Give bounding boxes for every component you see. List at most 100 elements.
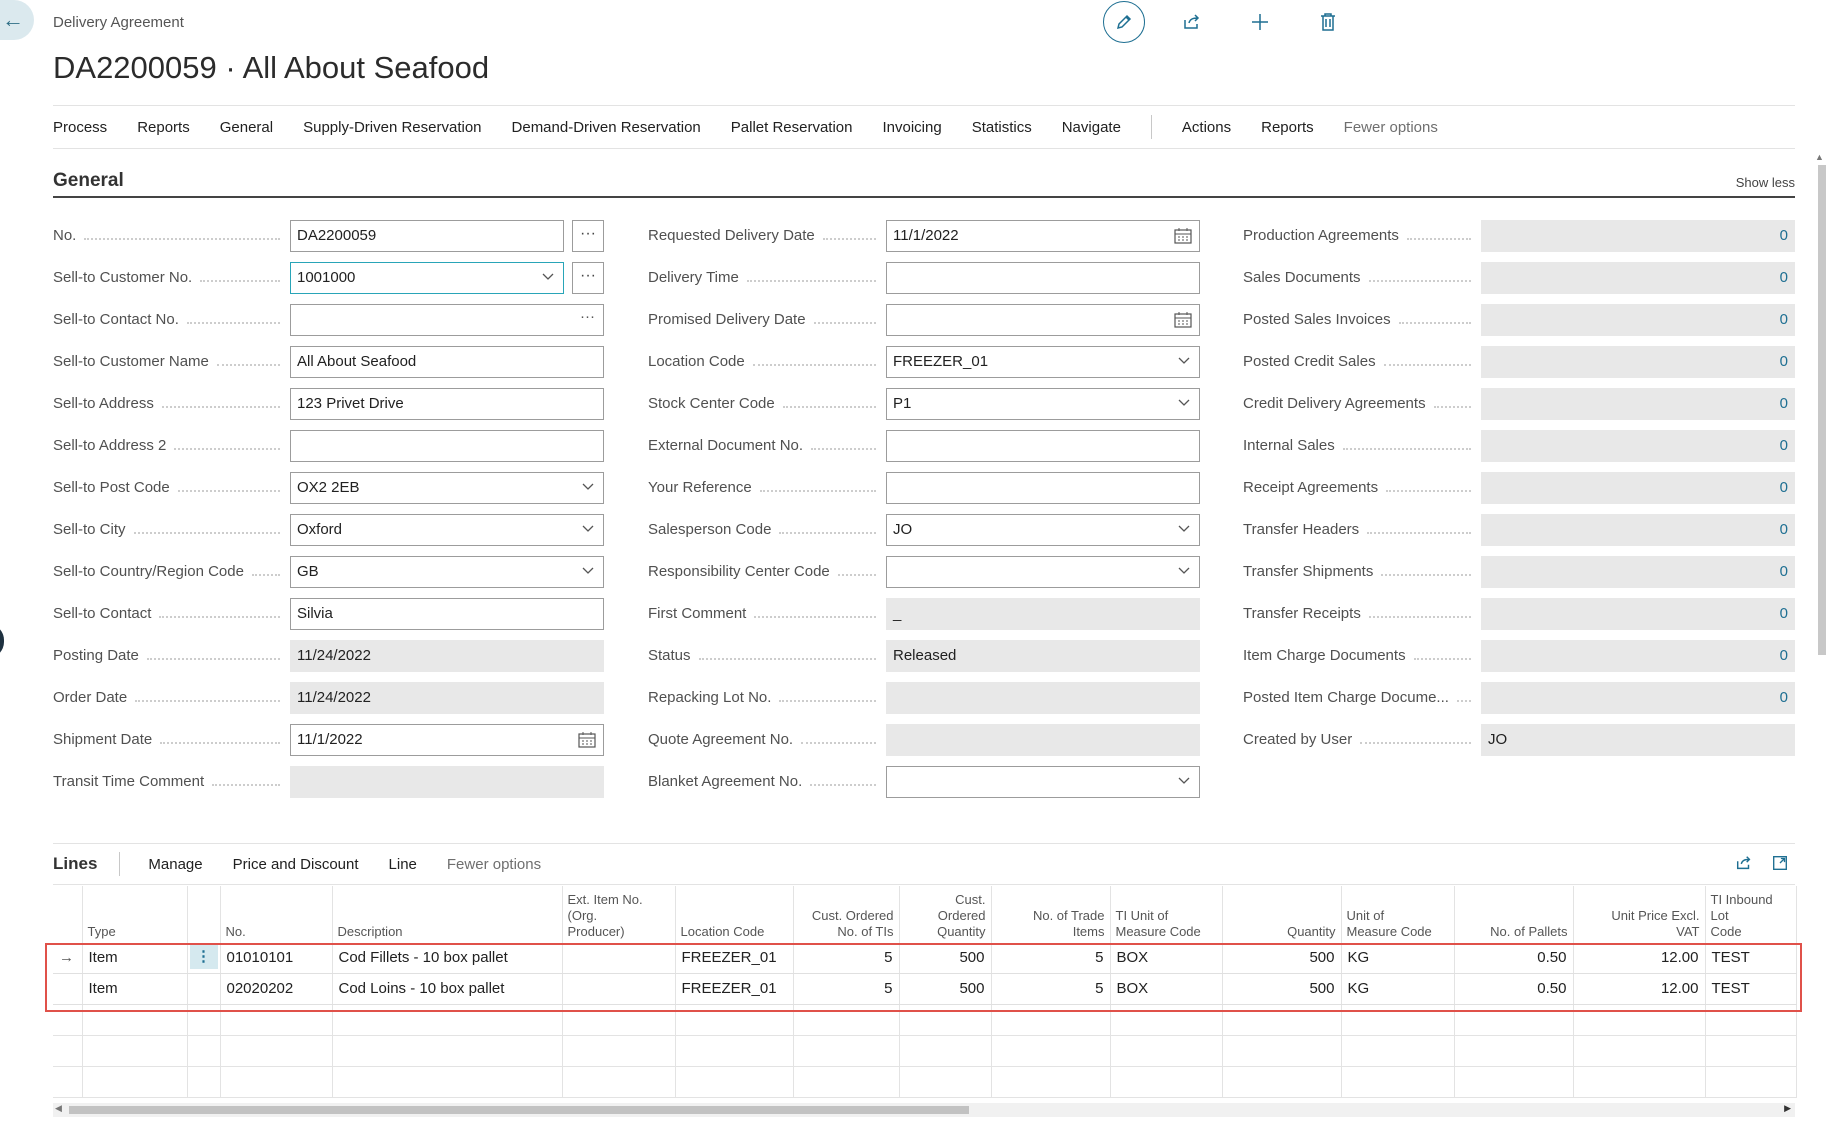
field-input[interactable]: 0 bbox=[1481, 472, 1795, 504]
empty-cell[interactable] bbox=[187, 1004, 221, 1036]
table-row[interactable]: → Item ⋮ 01010101 Cod Fillets - 10 box palle… bbox=[53, 942, 1797, 974]
empty-cell[interactable] bbox=[1222, 1066, 1342, 1098]
empty-cell[interactable] bbox=[82, 1066, 188, 1098]
cell-lot-code[interactable]: TEST bbox=[1705, 973, 1797, 1005]
field-input[interactable]: OX2 2EB bbox=[290, 472, 604, 504]
field-input[interactable]: 0 bbox=[1481, 220, 1795, 252]
cell-ti-uom[interactable]: BOX bbox=[1110, 942, 1223, 974]
lines-manage[interactable]: Manage bbox=[148, 855, 203, 873]
empty-cell[interactable] bbox=[82, 1035, 188, 1067]
column-header[interactable]: No. bbox=[220, 886, 333, 942]
cell-cust-ordered-qty[interactable]: 500 bbox=[899, 942, 992, 974]
row-actions[interactable]: ⋮ bbox=[187, 942, 221, 974]
field-input[interactable]: 0 bbox=[1481, 304, 1795, 336]
empty-cell[interactable] bbox=[53, 1004, 83, 1036]
general-section-title[interactable]: General bbox=[53, 170, 124, 191]
calendar-icon[interactable] bbox=[1174, 312, 1192, 328]
empty-cell[interactable] bbox=[1110, 1035, 1223, 1067]
share-button[interactable] bbox=[1158, 0, 1226, 44]
empty-cell[interactable] bbox=[332, 1004, 563, 1036]
field-input[interactable] bbox=[886, 556, 1200, 588]
cell-pallets[interactable]: 0.50 bbox=[1454, 973, 1574, 1005]
empty-cell[interactable] bbox=[332, 1066, 563, 1098]
field-input[interactable]: DA2200059 bbox=[290, 220, 564, 252]
cell-unit-price[interactable]: 12.00 bbox=[1573, 973, 1706, 1005]
lookup-button[interactable]: ··· bbox=[572, 262, 604, 294]
field-input[interactable]: JO bbox=[886, 514, 1200, 546]
empty-cell[interactable] bbox=[991, 1066, 1111, 1098]
menu-process[interactable]: Process bbox=[53, 118, 108, 136]
empty-cell[interactable] bbox=[1341, 1004, 1455, 1036]
empty-cell[interactable] bbox=[1705, 1004, 1797, 1036]
expand-icon[interactable] bbox=[1771, 854, 1789, 872]
empty-cell[interactable] bbox=[1454, 1004, 1574, 1036]
empty-cell[interactable] bbox=[1110, 1004, 1223, 1036]
menu-invoicing[interactable]: Invoicing bbox=[882, 118, 942, 136]
page-scrollbar-thumb[interactable] bbox=[1818, 165, 1826, 655]
field-input[interactable]: All About Seafood bbox=[290, 346, 604, 378]
cell-lot-code[interactable]: TEST bbox=[1705, 942, 1797, 974]
field-input[interactable]: FREEZER_01 bbox=[886, 346, 1200, 378]
field-input[interactable]: 1001000 bbox=[290, 262, 564, 294]
column-header[interactable]: Location Code bbox=[675, 886, 794, 942]
lookup-button[interactable]: ··· bbox=[572, 220, 604, 252]
calendar-icon[interactable] bbox=[578, 732, 596, 748]
calendar-icon[interactable] bbox=[1174, 228, 1192, 244]
cell-no[interactable]: 02020202 bbox=[220, 973, 333, 1005]
empty-cell[interactable] bbox=[220, 1066, 333, 1098]
cell-pallets[interactable]: 0.50 bbox=[1454, 942, 1574, 974]
field-input[interactable] bbox=[886, 304, 1200, 336]
field-input[interactable]: 0 bbox=[1481, 262, 1795, 294]
empty-cell[interactable] bbox=[1705, 1035, 1797, 1067]
scroll-left-icon[interactable]: ◀ bbox=[55, 1103, 62, 1113]
empty-cell[interactable] bbox=[1110, 1066, 1223, 1098]
cell-type[interactable]: Item bbox=[82, 973, 188, 1005]
lines-fewer-options[interactable]: Fewer options bbox=[446, 855, 542, 873]
delete-button[interactable] bbox=[1294, 0, 1362, 44]
column-header[interactable]: Cust. Ordered No. of TIs bbox=[793, 886, 900, 942]
field-input[interactable]: ··· bbox=[290, 304, 604, 336]
cell-ext-item-no[interactable] bbox=[562, 973, 676, 1005]
cell-no[interactable]: 01010101 bbox=[220, 942, 333, 974]
cell-uom[interactable]: KG bbox=[1341, 942, 1455, 974]
column-header[interactable]: TI Inbound Lot Code bbox=[1705, 886, 1797, 942]
field-input[interactable] bbox=[886, 262, 1200, 294]
empty-cell[interactable] bbox=[562, 1004, 676, 1036]
new-button[interactable] bbox=[1226, 0, 1294, 44]
field-input[interactable] bbox=[886, 430, 1200, 462]
cell-trade-items[interactable]: 5 bbox=[991, 973, 1111, 1005]
column-header[interactable]: Cust. Ordered Quantity bbox=[899, 886, 992, 942]
ellipsis-icon[interactable]: ··· bbox=[580, 308, 595, 325]
field-input[interactable]: P1 bbox=[886, 388, 1200, 420]
empty-cell[interactable] bbox=[187, 1066, 221, 1098]
scroll-up-icon[interactable]: ▲ bbox=[1815, 152, 1824, 162]
empty-cell[interactable] bbox=[1454, 1035, 1574, 1067]
more-options-icon[interactable]: ⋮ bbox=[189, 945, 218, 970]
empty-cell[interactable] bbox=[1573, 1066, 1706, 1098]
menu-supply-driven-reservation[interactable]: Supply-Driven Reservation bbox=[303, 118, 482, 136]
menu-pallet-reservation[interactable]: Pallet Reservation bbox=[730, 118, 853, 136]
column-header[interactable]: No. of Trade Items bbox=[991, 886, 1111, 942]
empty-cell[interactable] bbox=[1705, 1066, 1797, 1098]
field-input[interactable]: 0 bbox=[1481, 556, 1795, 588]
scroll-right-icon[interactable]: ▶ bbox=[1784, 1103, 1791, 1113]
empty-cell[interactable] bbox=[1222, 1004, 1342, 1036]
field-input[interactable]: 123 Privet Drive bbox=[290, 388, 604, 420]
column-header[interactable]: TI Unit of Measure Code bbox=[1110, 886, 1223, 942]
column-header[interactable]: Type bbox=[82, 886, 188, 942]
cell-description[interactable]: Cod Loins - 10 box pallet bbox=[332, 973, 563, 1005]
back-button[interactable]: ← bbox=[0, 0, 34, 40]
column-header[interactable]: Unit of Measure Code bbox=[1341, 886, 1455, 942]
empty-cell[interactable] bbox=[220, 1004, 333, 1036]
empty-cell[interactable] bbox=[675, 1066, 794, 1098]
empty-cell[interactable] bbox=[991, 1035, 1111, 1067]
field-input[interactable]: 0 bbox=[1481, 598, 1795, 630]
empty-cell[interactable] bbox=[899, 1066, 992, 1098]
cell-quantity[interactable]: 500 bbox=[1222, 973, 1342, 1005]
cell-cust-ordered-tis[interactable]: 5 bbox=[793, 973, 900, 1005]
empty-row[interactable] bbox=[53, 1066, 1797, 1098]
empty-cell[interactable] bbox=[899, 1004, 992, 1036]
empty-cell[interactable] bbox=[1573, 1004, 1706, 1036]
empty-cell[interactable] bbox=[220, 1035, 333, 1067]
field-input[interactable]: 0 bbox=[1481, 388, 1795, 420]
